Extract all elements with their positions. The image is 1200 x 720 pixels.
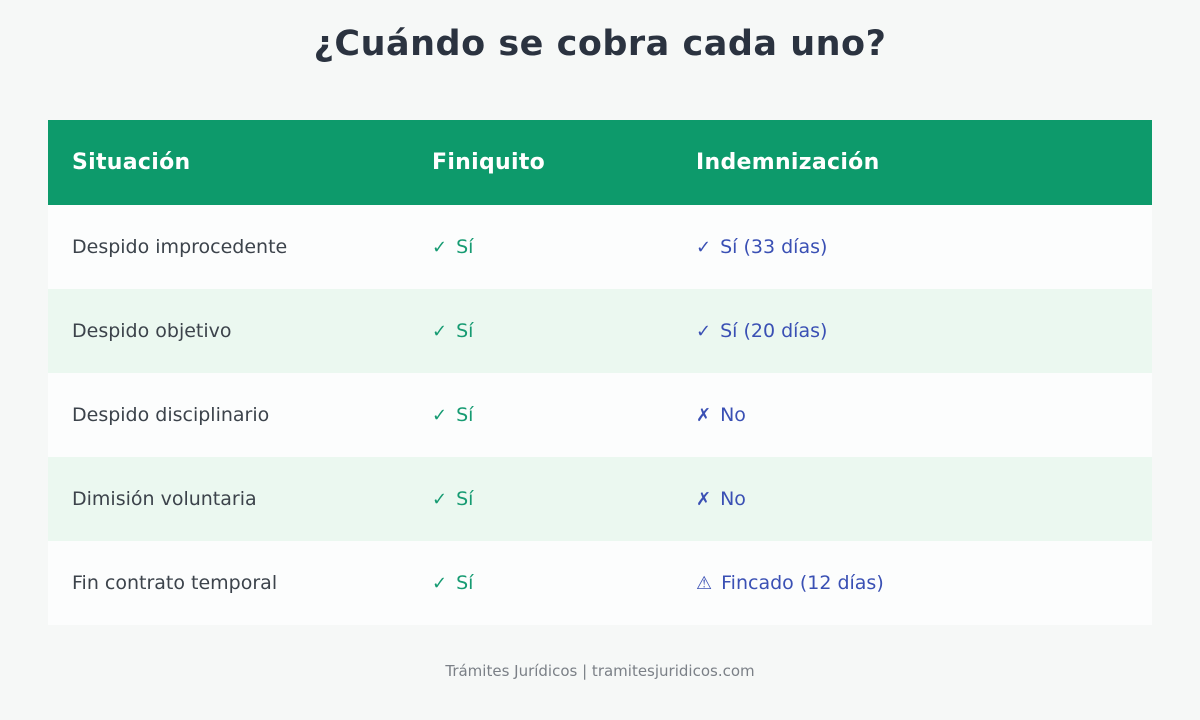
column-header-indemnizacion: Indemnización [696,150,880,175]
check-icon: ✓ [432,321,448,342]
page-title: ¿Cuándo se cobra cada uno? [313,24,887,64]
footer-credit: Trámites Jurídicos | tramitesjuridicos.c… [445,662,755,680]
cell-indemnizacion: ✓ Sí (33 días) [696,236,1152,258]
table-row: Dimisión voluntaria ✓ Sí ✗ No [48,457,1152,541]
cell-text: Sí [456,488,474,510]
cell-text: Sí (33 días) [720,236,828,258]
cell-text: Sí [456,404,474,426]
cell-situacion: Despido disciplinario [72,404,270,426]
cell-indemnizacion: ✗ No [696,488,1152,510]
check-icon: ✓ [432,573,448,594]
check-icon: ✓ [696,321,712,342]
table-header-row: Situación Finiquito Indemnización [48,120,1152,205]
table-row: Despido objetivo ✓ Sí ✓ Sí (20 días) [48,289,1152,373]
cell-text: Fincado (12 días) [721,572,884,594]
comparison-table: Situación Finiquito Indemnización Despid… [48,120,1152,625]
cell-text: Sí [456,320,474,342]
table-row: Despido improcedente ✓ Sí ✓ Sí (33 días) [48,205,1152,289]
cross-icon: ✗ [696,489,712,510]
cell-indemnizacion: ⚠ Fincado (12 días) [696,572,1152,594]
cell-finiquito: ✓ Sí [432,572,696,594]
table-row: Fin contrato temporal ✓ Sí ⚠ Fincado (12 d… [48,541,1152,625]
table-row: Despido disciplinario ✓ Sí ✗ No [48,373,1152,457]
cell-finiquito: ✓ Sí [432,404,696,426]
warning-icon: ⚠ [696,573,713,594]
cell-text: Sí (20 días) [720,320,828,342]
cell-situacion: Despido improcedente [72,236,288,258]
check-icon: ✓ [696,237,712,258]
column-header-finiquito: Finiquito [432,150,546,175]
cell-finiquito: ✓ Sí [432,488,696,510]
check-icon: ✓ [432,237,448,258]
cell-text: No [720,488,746,510]
cell-situacion: Fin contrato temporal [72,572,278,594]
column-header-situacion: Situación [72,150,191,175]
cell-indemnizacion: ✗ No [696,404,1152,426]
cell-finiquito: ✓ Sí [432,236,696,258]
cell-situacion: Dimisión voluntaria [72,488,257,510]
cell-indemnizacion: ✓ Sí (20 días) [696,320,1152,342]
cell-finiquito: ✓ Sí [432,320,696,342]
cell-text: No [720,404,746,426]
check-icon: ✓ [432,405,448,426]
check-icon: ✓ [432,489,448,510]
cross-icon: ✗ [696,405,712,426]
cell-text: Sí [456,572,474,594]
cell-situacion: Despido objetivo [72,320,232,342]
cell-text: Sí [456,236,474,258]
